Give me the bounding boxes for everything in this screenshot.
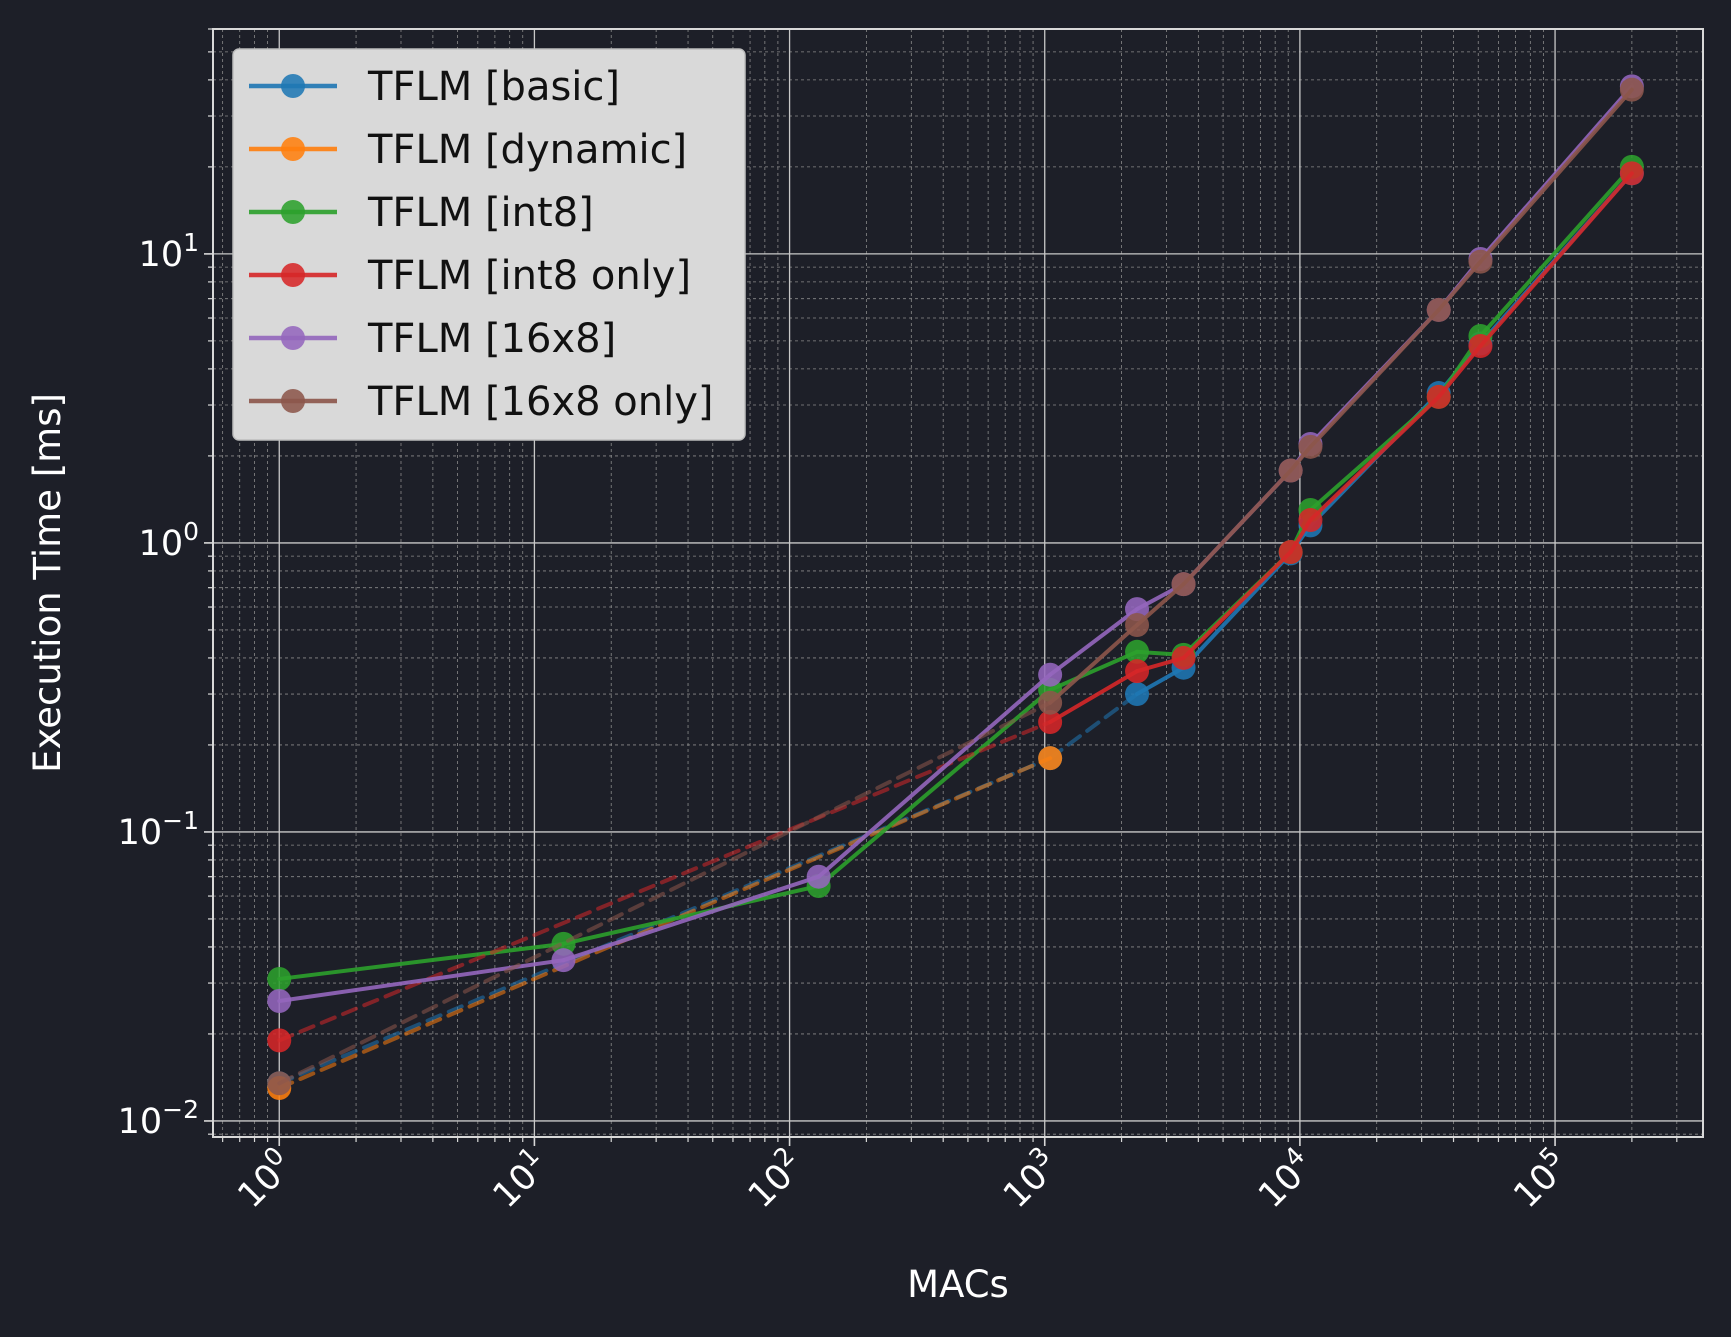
plot-area-frame (212, 28, 1704, 1138)
series-segment (277, 941, 566, 981)
data-point (806, 864, 831, 889)
data-point (1038, 662, 1063, 687)
y-axis-label: Execution Time [ms] (26, 393, 69, 773)
legend-label: TFLM [16x8] (367, 316, 616, 362)
data-point (1619, 161, 1644, 186)
data-point (1468, 334, 1493, 359)
legend-label: TFLM [dynamic] (367, 127, 687, 173)
y-tick-label: 101 (139, 228, 199, 275)
data-point (1038, 746, 1063, 771)
data-point (1298, 508, 1323, 533)
data-point (1468, 249, 1493, 274)
series-segment (1048, 669, 1140, 725)
series-segment (561, 874, 821, 963)
legend-marker (281, 74, 305, 98)
data-point (267, 1028, 292, 1053)
data-point (551, 948, 576, 973)
legend-marker (281, 137, 305, 161)
data-point (1619, 77, 1644, 102)
series-dashed-segment (277, 700, 1053, 1086)
series-segment (1181, 468, 1293, 587)
data-point (1426, 297, 1451, 322)
legend-marker (281, 263, 305, 287)
series-dashed-segment (1048, 692, 1140, 761)
series-segment (816, 672, 1053, 879)
y-tick-label: 10−2 (118, 1095, 199, 1142)
data-point (1298, 434, 1323, 459)
series-segment (561, 884, 821, 946)
series-segment (1308, 307, 1441, 449)
data-point (1125, 659, 1150, 684)
legend-box (232, 48, 746, 441)
series-segment (1478, 171, 1634, 349)
legend-marker (281, 389, 305, 413)
data-point (267, 989, 292, 1014)
data-point (1038, 710, 1063, 735)
data-point (1038, 690, 1063, 715)
legend-label: TFLM [int8] (367, 190, 594, 236)
tick-marks (204, 28, 1678, 1146)
legend-label: TFLM [16x8 only] (367, 379, 714, 425)
legend-label: TFLM [basic] (367, 64, 620, 110)
series-dashed-segment (277, 756, 1053, 1091)
series-segment (1478, 87, 1634, 264)
data-point (1278, 540, 1303, 565)
series-segment (1308, 394, 1441, 523)
series-segment (1048, 622, 1140, 705)
series-segment (1048, 649, 1140, 692)
data-point (1125, 682, 1150, 707)
data-point (1171, 645, 1196, 670)
x-axis-label: MACs (907, 1263, 1009, 1306)
series-segment (1181, 550, 1293, 660)
data-point (1125, 639, 1150, 664)
data-point (1426, 384, 1451, 409)
y-tick-label: 100 (139, 517, 199, 564)
data-point (1278, 458, 1303, 483)
data-point (1125, 612, 1150, 637)
legend-marker (281, 326, 305, 350)
legend-label: TFLM [int8 only] (367, 253, 691, 299)
series-segment (1048, 607, 1140, 677)
legend: TFLM [basic] TFLM [dynamic] TFLM [int8] TFL… (232, 48, 746, 441)
series-dashed-segment (277, 720, 1053, 1043)
series-segment (1478, 164, 1634, 338)
data-point (267, 966, 292, 991)
legend-marker (281, 200, 305, 224)
data-point (267, 1071, 292, 1096)
series-layer (267, 74, 1644, 1101)
y-tick-label: 10−1 (118, 806, 199, 853)
data-point (1171, 572, 1196, 597)
